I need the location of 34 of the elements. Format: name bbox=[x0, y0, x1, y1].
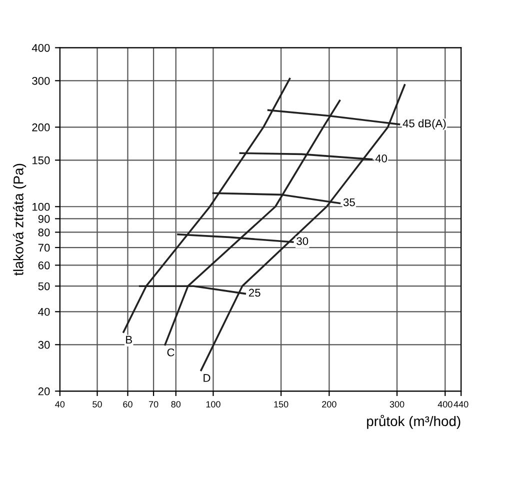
x-tick-label: 150 bbox=[274, 401, 288, 408]
series-label: 35 bbox=[343, 198, 355, 206]
x-tick-label: 100 bbox=[206, 401, 220, 408]
y-tick-label: 50 bbox=[38, 282, 50, 290]
x-axis-title: průtok (m³/hod) bbox=[367, 414, 460, 429]
y-tick-label: 150 bbox=[32, 156, 50, 164]
x-tick-label: 440 bbox=[454, 401, 468, 408]
y-tick-label: 300 bbox=[32, 76, 50, 85]
y-tick-label: 60 bbox=[38, 261, 50, 270]
x-tick-label: 400 bbox=[438, 401, 452, 408]
y-tick-label: 30 bbox=[38, 340, 50, 349]
y-tick-label: 80 bbox=[38, 228, 50, 236]
x-tick-label: 40 bbox=[55, 401, 65, 408]
x-tick-label: 50 bbox=[92, 401, 102, 408]
series-label: 25 bbox=[248, 288, 260, 297]
series-label: C bbox=[167, 348, 174, 356]
series-label: 30 bbox=[296, 237, 308, 246]
series-label: 40 bbox=[375, 154, 388, 162]
x-tick-label: 300 bbox=[390, 401, 404, 408]
y-tick-label: 90 bbox=[38, 214, 50, 223]
y-tick-label: 200 bbox=[32, 123, 50, 132]
x-tick-label: 60 bbox=[123, 401, 132, 408]
y-axis-title: tlaková ztráta (Pa) bbox=[12, 164, 26, 276]
series-label: D bbox=[204, 374, 210, 382]
y-tick-label: 100 bbox=[32, 202, 50, 211]
series-label: 45 dB(A) bbox=[402, 119, 446, 130]
y-tick-label: 400 bbox=[32, 44, 50, 52]
y-tick-label: 70 bbox=[38, 244, 50, 252]
y-tick-label: 40 bbox=[38, 308, 50, 316]
x-tick-label: 70 bbox=[148, 401, 158, 408]
x-tick-label: 200 bbox=[322, 401, 336, 408]
x-tick-label: 80 bbox=[171, 401, 181, 408]
y-tick-label: 20 bbox=[38, 387, 50, 396]
series-label: B bbox=[126, 336, 132, 344]
